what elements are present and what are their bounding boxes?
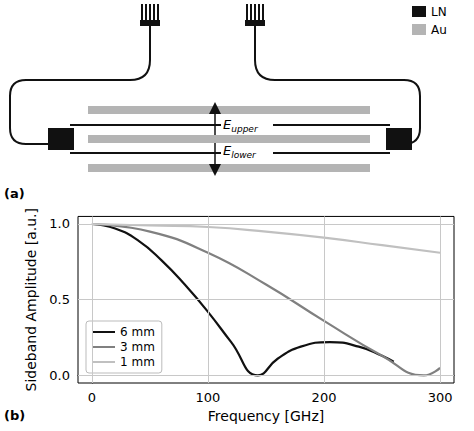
svg-text:1.0: 1.0 xyxy=(49,216,70,231)
svg-text:0.5: 0.5 xyxy=(49,292,70,307)
svg-text:1 mm: 1 mm xyxy=(120,355,155,369)
svg-text:Au: Au xyxy=(431,23,447,37)
svg-text:300: 300 xyxy=(428,390,453,405)
html-text:(b): (b) xyxy=(4,408,26,423)
svg-text:200: 200 xyxy=(312,390,337,405)
svg-text:Elower: Elower xyxy=(223,143,257,160)
html-text:(a): (a) xyxy=(4,186,25,201)
svg-text:Eupper: Eupper xyxy=(223,117,259,134)
svg-text:6 mm: 6 mm xyxy=(120,325,155,339)
svg-text:100: 100 xyxy=(196,390,221,405)
svg-text:0.0: 0.0 xyxy=(49,368,70,383)
svg-text:LN: LN xyxy=(431,5,447,19)
svg-text:Sideband Amplitude [a.u.]: Sideband Amplitude [a.u.] xyxy=(23,208,39,391)
svg-text:Frequency [GHz]: Frequency [GHz] xyxy=(208,408,324,424)
svg-text:0: 0 xyxy=(88,390,96,405)
svg-text:3 mm: 3 mm xyxy=(120,340,155,354)
